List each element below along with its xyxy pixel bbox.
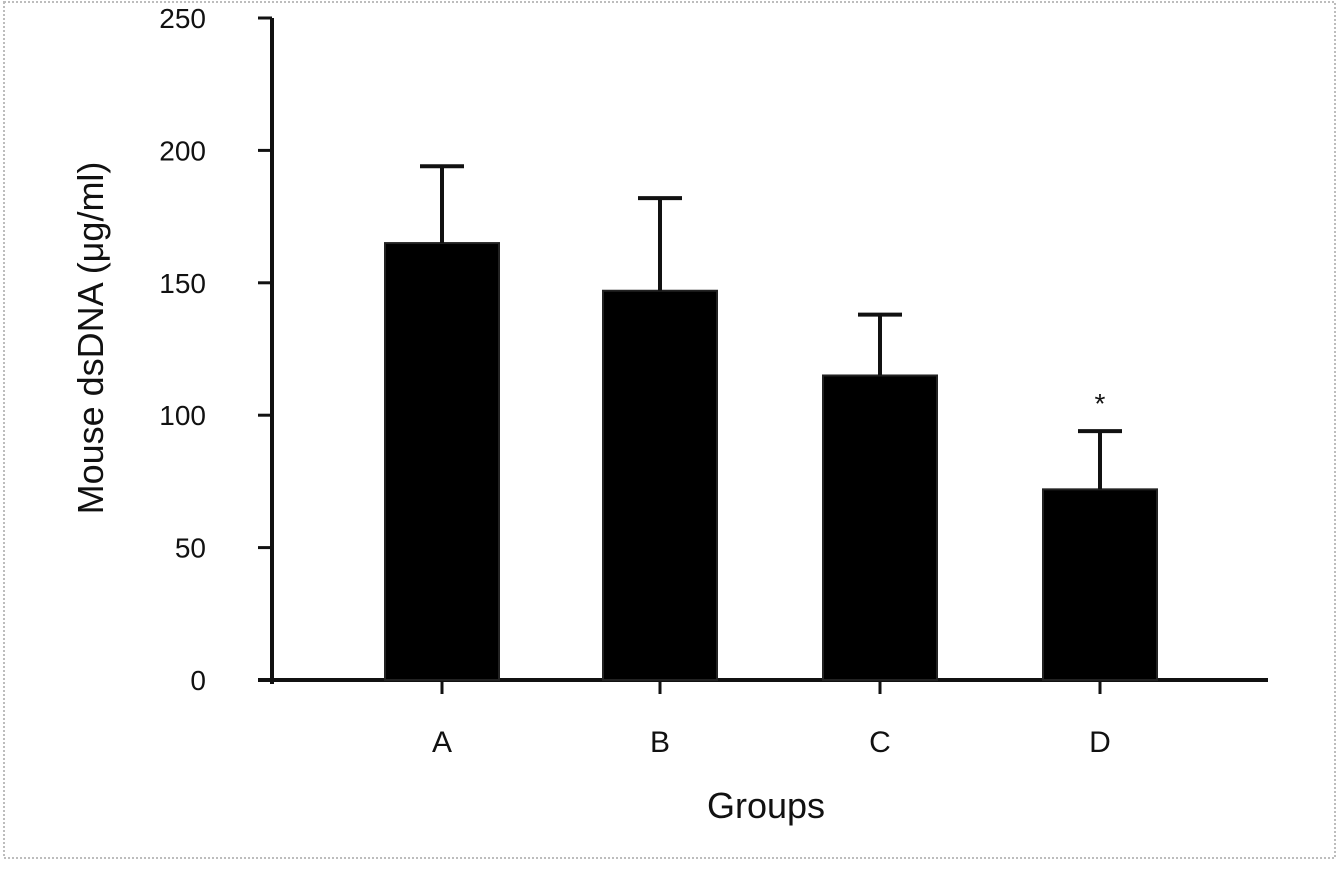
y-tick-label: 150 <box>159 268 206 299</box>
significance-annotation: * <box>1095 388 1106 419</box>
y-tick-label: 200 <box>159 135 206 166</box>
x-tick-label: D <box>1089 726 1111 759</box>
y-tick-label: 100 <box>159 400 206 431</box>
bars-group <box>385 243 1157 680</box>
bar-c <box>823 375 937 680</box>
x-tick-label: C <box>869 726 891 759</box>
x-axis-title: Groups <box>707 785 825 826</box>
bar-b <box>603 291 717 680</box>
bar-a <box>385 243 499 680</box>
y-axis-title: Mouse dsDNA (μg/ml) <box>70 162 111 515</box>
bar-d <box>1043 489 1157 680</box>
x-tick-label: B <box>650 726 670 759</box>
error-bars-group <box>420 166 1122 489</box>
y-tick-label: 50 <box>175 533 206 564</box>
x-tick-label: A <box>432 726 452 759</box>
y-tick-label: 250 <box>159 3 206 34</box>
y-tick-label: 0 <box>190 665 206 696</box>
